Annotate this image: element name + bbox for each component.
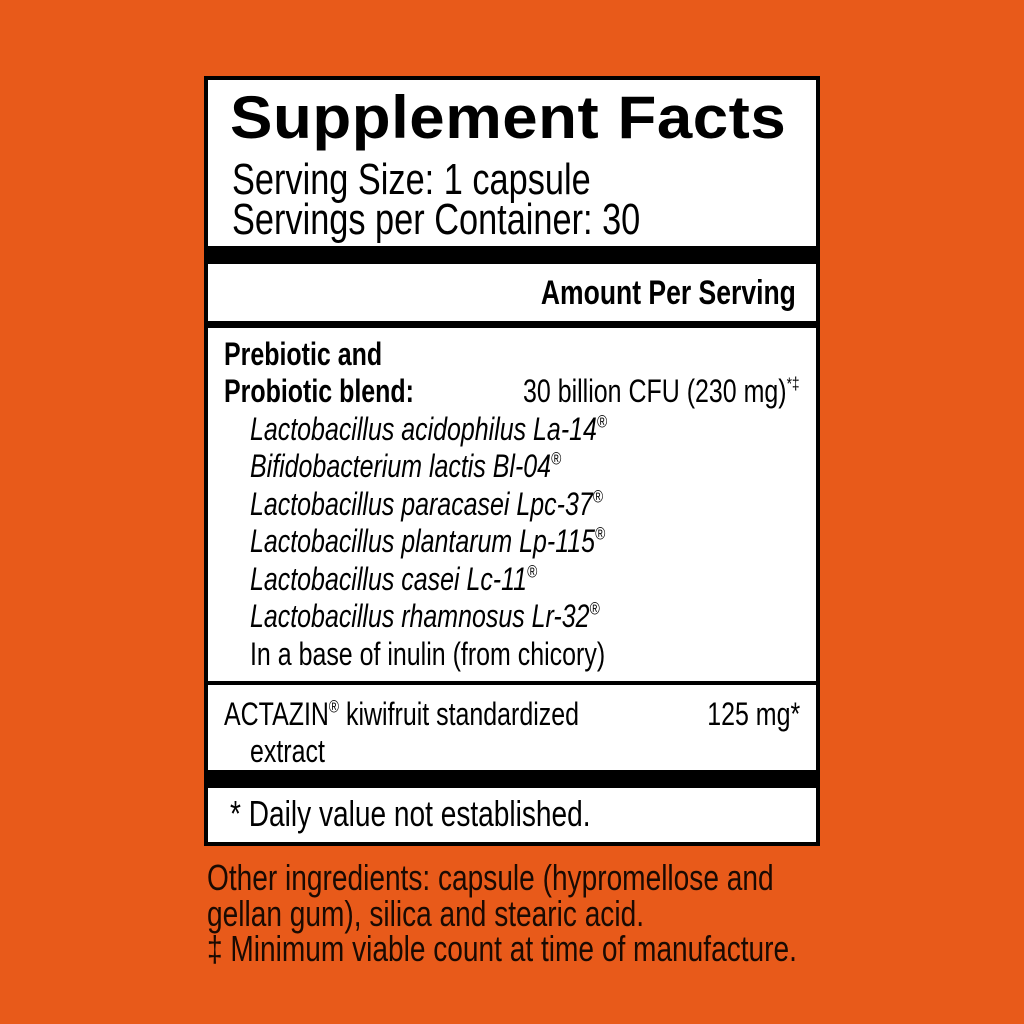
blend-base: In a base of inulin (from chicory) [250,636,606,672]
supplement-facts-panel: Supplement Facts Serving Size: 1 capsule… [204,76,820,846]
amount-per-serving-header: Amount Per Serving [541,274,796,312]
blend-amount-marks: *‡ [787,373,800,394]
strain-item: Lactobacillus plantarum Lp-115® [250,523,606,559]
thin-rule [208,681,816,685]
actazin-name-line2: extract [250,733,325,769]
strain-item: Lactobacillus acidophilus La-14® [250,411,608,447]
blend-amount-value: 30 billion CFU (230 mg) [523,373,788,409]
daily-value-note: * Daily value not established. [230,793,591,834]
actazin-name: ACTAZIN® kiwifruit standardized [224,696,580,732]
strain-item: Bifidobacterium lactis Bl-04® [250,448,562,484]
panel-title: Supplement Facts [230,84,787,151]
medium-rule [208,321,816,328]
other-ingredients-line: Other ingredients: capsule (hypromellose… [207,857,774,898]
actazin-amount: 125 mg* [707,696,800,732]
blend-amount: 30 billion CFU (230 mg)*‡ [523,375,800,407]
serving-size: Serving Size: 1 capsule [232,155,591,204]
thick-rule [208,246,816,264]
strain-item: Lactobacillus rhamnosus Lr-32® [250,598,600,634]
thick-rule [208,770,816,788]
blend-name-line1: Prebiotic and [224,336,383,372]
strain-item: Lactobacillus casei Lc-11® [250,561,538,597]
strain-item: Lactobacillus paracasei Lpc-37® [250,486,603,522]
viable-count-note: ‡ Minimum viable count at time of manufa… [207,928,797,969]
other-ingredients-line: gellan gum), silica and stearic acid. [207,893,645,934]
servings-per-container: Servings per Container: 30 [232,195,641,244]
blend-name-line2: Probiotic blend: [224,373,414,409]
